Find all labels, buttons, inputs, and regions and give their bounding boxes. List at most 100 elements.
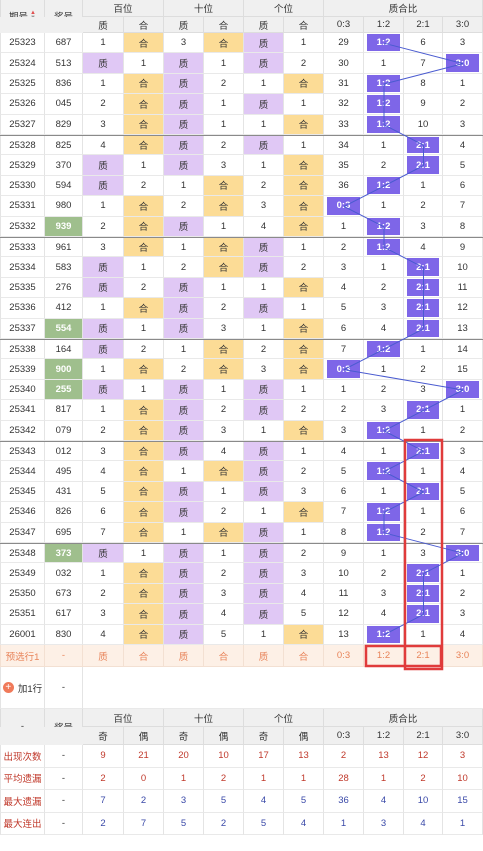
period-cell: 25337 <box>0 318 45 339</box>
ratio-hit-marker: 2:1 <box>407 564 439 582</box>
ratio-cell: 1:2 <box>364 33 404 54</box>
stats-dash: - <box>45 745 83 768</box>
ratio-hit-marker: 0:3 <box>327 360 360 378</box>
ratio-cell: 12 <box>443 298 483 319</box>
ratio-cell: 30 <box>324 53 364 74</box>
ratio-cell: 10 <box>404 114 443 135</box>
hundreds-he-cell: 合 <box>124 73 164 95</box>
award-number-cell: 032 <box>45 563 83 584</box>
period-cell: 25332 <box>0 216 45 237</box>
stats-value: 7 <box>83 790 124 813</box>
period-cell: 25334 <box>0 257 45 278</box>
ones-zhi-cell: 1 <box>244 624 284 645</box>
hundreds-zhi-cell: 质 <box>83 318 124 339</box>
ratio-cell: 35 <box>324 155 364 176</box>
ratio-cell: 9 <box>404 94 443 115</box>
preselect-ratio-toggle[interactable]: 0:3 <box>324 645 364 667</box>
award-number-cell: 687 <box>45 33 83 54</box>
hundreds-zhi-cell: 4 <box>83 624 124 645</box>
award-number-cell: 412 <box>45 298 83 319</box>
ones-zhi-cell: 质 <box>244 257 284 278</box>
ratio-cell: 4 <box>364 604 404 625</box>
tens-he-cell: 3 <box>204 318 244 339</box>
ones-zhi-cell: 2 <box>244 340 284 360</box>
ratio-cell: 2:1 <box>404 583 443 605</box>
preselect-ratio-toggle[interactable]: 2:1 <box>404 645 443 667</box>
tens-zhi-cell: 质 <box>164 420 204 441</box>
tens-zhi-cell: 质 <box>164 624 204 645</box>
stats-label: 出现次数 <box>0 745 45 768</box>
ratio-cell: 1:2 <box>364 114 404 135</box>
ones-he-cell: 合 <box>284 114 324 135</box>
tens-he-cell: 合 <box>204 340 244 360</box>
tens-zhi-cell: 质 <box>164 114 204 135</box>
ones-he-cell: 合 <box>284 216 324 237</box>
hundreds-he-header: 合 <box>124 17 164 33</box>
preselect-toggle[interactable]: 质 <box>244 645 284 667</box>
ones-zhi-cell: 质 <box>244 461 284 482</box>
preselect-toggle[interactable]: 合 <box>204 645 244 667</box>
hundreds-zhi-cell: 6 <box>83 502 124 523</box>
hundreds-zhi-cell: 质 <box>83 155 124 176</box>
ratio-cell: 0:3 <box>324 196 364 217</box>
ratio-cell: 1 <box>364 136 404 156</box>
period-cell: 25323 <box>0 33 45 54</box>
hundreds-he-cell: 1 <box>124 155 164 176</box>
stats-value: 1 <box>324 812 364 835</box>
preselect-toggle[interactable]: 合 <box>284 645 324 667</box>
hundreds-he-cell: 合 <box>124 604 164 625</box>
stats-value: 1 <box>164 767 204 790</box>
table-row: 25336 412 1 合质 2 质 1 5 3 2:1 12 <box>0 298 483 319</box>
ones-zhi-cell: 质 <box>244 400 284 421</box>
hundreds-zhi-cell: 4 <box>83 136 124 156</box>
preselect-toggle[interactable]: 质 <box>83 645 124 667</box>
preselect-ratio-toggle[interactable]: 3:0 <box>443 645 483 667</box>
ratio-cell: 2 <box>443 94 483 115</box>
preselect-toggle[interactable]: 质 <box>164 645 204 667</box>
ratio-hit-marker: 0:3 <box>327 197 360 215</box>
stats-value: 15 <box>443 790 483 813</box>
ones-he-cell: 合 <box>284 277 324 299</box>
hundreds-zhi-cell: 1 <box>83 196 124 217</box>
ratio-cell: 1 <box>364 359 404 380</box>
plus-icon: + <box>2 682 14 693</box>
hundreds-he-cell: 1 <box>124 257 164 278</box>
preselect-toggle[interactable]: 合 <box>124 645 164 667</box>
ratio-cell: 2 <box>404 196 443 217</box>
ratio-hit-marker: 1:2 <box>367 176 400 195</box>
tens-he-cell: 2 <box>204 298 244 319</box>
add-row-button[interactable]: + 加1行 <box>0 667 45 709</box>
tens-header: 十位 <box>164 0 244 17</box>
tens-zhi-cell: 2 <box>164 359 204 380</box>
hundreds-he-cell: 合 <box>124 114 164 135</box>
ratio-cell: 2 <box>443 583 483 605</box>
hundreds-zhi-cell: 质 <box>83 53 124 74</box>
ratio-cell: 2:1 <box>404 481 443 503</box>
ratio-cell: 2:1 <box>404 155 443 176</box>
stats-label: 最大连出 <box>0 812 45 835</box>
table-row: 25345 431 5 合质 1 质 3 6 1 2:1 5 <box>0 481 483 503</box>
footer-ones-header: 个位 <box>244 709 324 727</box>
preselect-ratio-toggle[interactable]: 1:2 <box>364 645 404 667</box>
hundreds-zhi-cell: 1 <box>83 298 124 319</box>
hundreds-zhi-cell: 1 <box>83 563 124 584</box>
ones-zhi-cell: 质 <box>244 583 284 605</box>
hundreds-he-cell: 合 <box>124 216 164 237</box>
stats-dash: - <box>45 767 83 790</box>
tens-he-cell: 2 <box>204 563 244 584</box>
award-number-cell: 836 <box>45 73 83 95</box>
ratio-hit-marker: 1:2 <box>367 217 400 235</box>
hundreds-he-cell: 合 <box>124 481 164 503</box>
period-cell: 25342 <box>0 420 45 441</box>
ratio-cell: 34 <box>324 136 364 156</box>
hundreds-he-cell: 1 <box>124 544 164 564</box>
ones-he-header: 合 <box>284 17 324 33</box>
ones-zhi-cell: 质 <box>244 563 284 584</box>
award-number-cell: 045 <box>45 94 83 115</box>
ratio-hit-marker: 2:1 <box>407 319 439 337</box>
table-row: 25330 594 质 2 1 合 2 合 36 1:2 1 6 <box>0 175 483 197</box>
ratio-cell: 10 <box>443 257 483 278</box>
award-number-highlight: 255 <box>45 379 82 400</box>
stats-value: 4 <box>404 812 443 835</box>
hundreds-zhi-cell: 2 <box>83 583 124 605</box>
